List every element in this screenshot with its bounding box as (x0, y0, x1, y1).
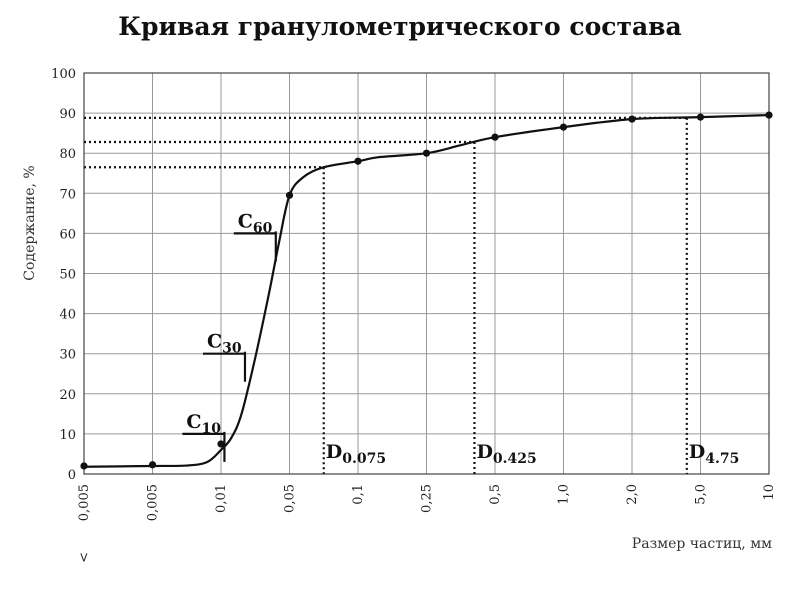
d-marker-label: D4.75 (689, 441, 740, 467)
y-tick-label: 100 (51, 67, 76, 82)
y-tick-label: 60 (59, 227, 76, 242)
c-marker-label: C60 (238, 210, 273, 236)
c-marker-label: C10 (186, 411, 221, 437)
data-point (559, 123, 568, 131)
x-tick-label: 0,05 (283, 484, 298, 513)
y-axis-label: Содержание, % (22, 165, 38, 280)
data-point (696, 113, 705, 121)
c-marker-label: C30 (207, 331, 242, 357)
x-tick-label: 0,25 (420, 484, 435, 513)
grain-size-curve (83, 114, 770, 468)
data-point (148, 461, 157, 469)
y-tick-label: 20 (59, 388, 76, 403)
x-tick-label: 0,01 (214, 484, 229, 513)
y-tick-label: 40 (59, 308, 76, 323)
x-tick-label: 1,0 (557, 484, 572, 505)
y-tick-label: 50 (59, 268, 76, 283)
plot-frame (83, 72, 770, 475)
d-marker-label: D0.425 (476, 441, 536, 467)
x-tick-label: 2,0 (625, 484, 640, 505)
data-point (80, 462, 88, 470)
series (80, 111, 773, 470)
x-tick-label: 0,1 (351, 484, 366, 505)
x-tick-prefix: < (77, 552, 92, 563)
grid (83, 72, 770, 475)
guide-lines (84, 116, 688, 474)
data-point (354, 157, 362, 165)
ticks: 0 10 20 30 40 50 60 70 80 90 100 0,005 0,005 0,01 0,05… (51, 67, 777, 563)
y-tick-label: 70 (59, 187, 76, 202)
x-tick-label: 0,005 (77, 484, 92, 521)
y-tick-label: 30 (59, 348, 76, 363)
d-marker-label: D0.075 (326, 441, 386, 467)
data-point (765, 111, 773, 119)
y-tick-label: 0 (68, 468, 76, 483)
y-tick-label: 80 (59, 147, 76, 162)
chart-title: Кривая гранулометрического состава (118, 12, 682, 41)
data-point (491, 133, 499, 141)
markers: C10 C30 C60 D0.075 D0.425 D4.75 (182, 210, 739, 467)
y-tick-label: 10 (59, 428, 76, 443)
x-tick-label: 5,0 (694, 484, 709, 505)
data-point (285, 191, 294, 199)
x-tick-label: 0,5 (488, 484, 503, 505)
x-tick-label: 10 (762, 484, 777, 501)
x-tick-label: 0,005 (146, 484, 161, 521)
y-tick-label: 90 (59, 107, 76, 122)
data-point (422, 149, 431, 157)
data-point (217, 440, 225, 448)
data-point (628, 115, 636, 123)
x-axis-label: Размер частиц, мм (632, 536, 772, 552)
